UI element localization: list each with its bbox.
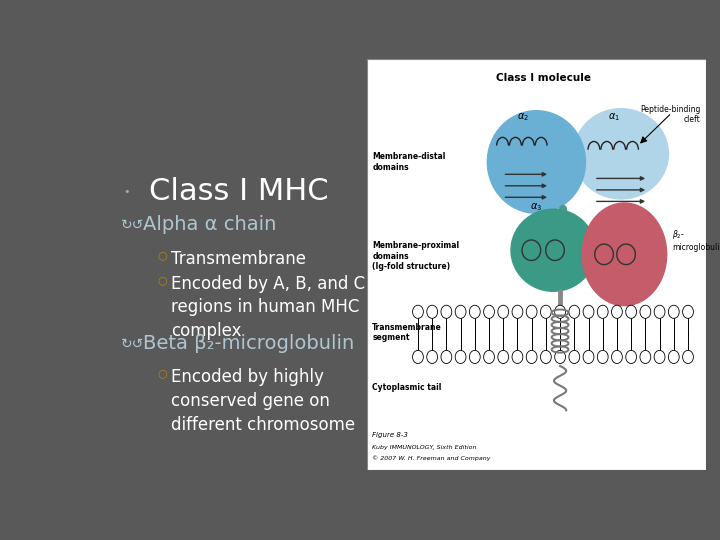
Circle shape — [654, 350, 665, 363]
Circle shape — [640, 350, 651, 363]
Circle shape — [441, 350, 452, 363]
Text: Figure 8-3: Figure 8-3 — [372, 432, 408, 438]
Circle shape — [541, 305, 552, 319]
FancyBboxPatch shape — [367, 59, 706, 470]
Circle shape — [541, 350, 552, 363]
Circle shape — [683, 350, 693, 363]
Text: Beta β₂-microglobulin: Beta β₂-microglobulin — [143, 334, 354, 353]
Text: $\alpha_1$: $\alpha_1$ — [608, 111, 620, 123]
Ellipse shape — [511, 209, 595, 291]
Text: Class I MHC: Class I MHC — [148, 177, 328, 206]
Circle shape — [484, 350, 495, 363]
Text: Encoded by highly
conserved gene on
different chromosome: Encoded by highly conserved gene on diff… — [171, 368, 355, 434]
Text: © 2007 W. H. Freeman and Company: © 2007 W. H. Freeman and Company — [372, 455, 491, 461]
Circle shape — [455, 305, 466, 319]
Text: ○: ○ — [157, 368, 167, 379]
Text: Membrane-distal
domains: Membrane-distal domains — [372, 152, 446, 172]
Circle shape — [626, 305, 636, 319]
Circle shape — [683, 305, 693, 319]
Circle shape — [668, 305, 679, 319]
Circle shape — [583, 350, 594, 363]
Circle shape — [512, 350, 523, 363]
Circle shape — [512, 305, 523, 319]
Circle shape — [427, 305, 438, 319]
Text: $\alpha_2$: $\alpha_2$ — [517, 111, 529, 123]
Circle shape — [441, 305, 452, 319]
Circle shape — [668, 350, 679, 363]
Text: Encoded by A, B, and C
regions in human MHC
complex: Encoded by A, B, and C regions in human … — [171, 275, 365, 340]
Circle shape — [626, 350, 636, 363]
Text: Peptide-binding
cleft: Peptide-binding cleft — [640, 105, 701, 124]
Text: ↻↺: ↻↺ — [121, 218, 144, 232]
Circle shape — [526, 305, 537, 319]
Circle shape — [554, 305, 565, 319]
Circle shape — [583, 305, 594, 319]
Circle shape — [598, 305, 608, 319]
Text: $\beta_2$-
microglobulin: $\beta_2$- microglobulin — [672, 228, 720, 252]
Circle shape — [484, 305, 495, 319]
Circle shape — [611, 350, 622, 363]
Text: Membrane-proximal
domains
(Ig-fold structure): Membrane-proximal domains (Ig-fold struc… — [372, 241, 459, 271]
Circle shape — [427, 350, 438, 363]
Text: ↻↺: ↻↺ — [121, 336, 144, 350]
Text: $\alpha_3$: $\alpha_3$ — [531, 201, 542, 213]
Circle shape — [455, 350, 466, 363]
Text: ○: ○ — [157, 275, 167, 285]
Circle shape — [498, 350, 508, 363]
Circle shape — [526, 350, 537, 363]
Circle shape — [569, 305, 580, 319]
Circle shape — [413, 350, 423, 363]
Text: Cytoplasmic tail: Cytoplasmic tail — [372, 383, 441, 392]
Text: Class I molecule: Class I molecule — [495, 73, 590, 83]
Circle shape — [413, 305, 423, 319]
Circle shape — [640, 305, 651, 319]
Circle shape — [569, 350, 580, 363]
Circle shape — [598, 350, 608, 363]
Circle shape — [611, 305, 622, 319]
Circle shape — [654, 305, 665, 319]
Text: Transmembrane: Transmembrane — [171, 250, 306, 268]
Text: Kuby IMMUNOLOGY, Sixth Edition: Kuby IMMUNOLOGY, Sixth Edition — [372, 445, 477, 450]
Circle shape — [498, 305, 508, 319]
Ellipse shape — [574, 109, 668, 199]
Ellipse shape — [487, 111, 585, 213]
Text: ○: ○ — [157, 250, 167, 260]
Circle shape — [469, 350, 480, 363]
Circle shape — [469, 305, 480, 319]
Text: Alpha α chain: Alpha α chain — [143, 215, 276, 234]
Circle shape — [582, 203, 667, 306]
Text: Transmembrane
segment: Transmembrane segment — [372, 322, 442, 342]
Circle shape — [554, 350, 565, 363]
Text: •: • — [124, 187, 130, 197]
